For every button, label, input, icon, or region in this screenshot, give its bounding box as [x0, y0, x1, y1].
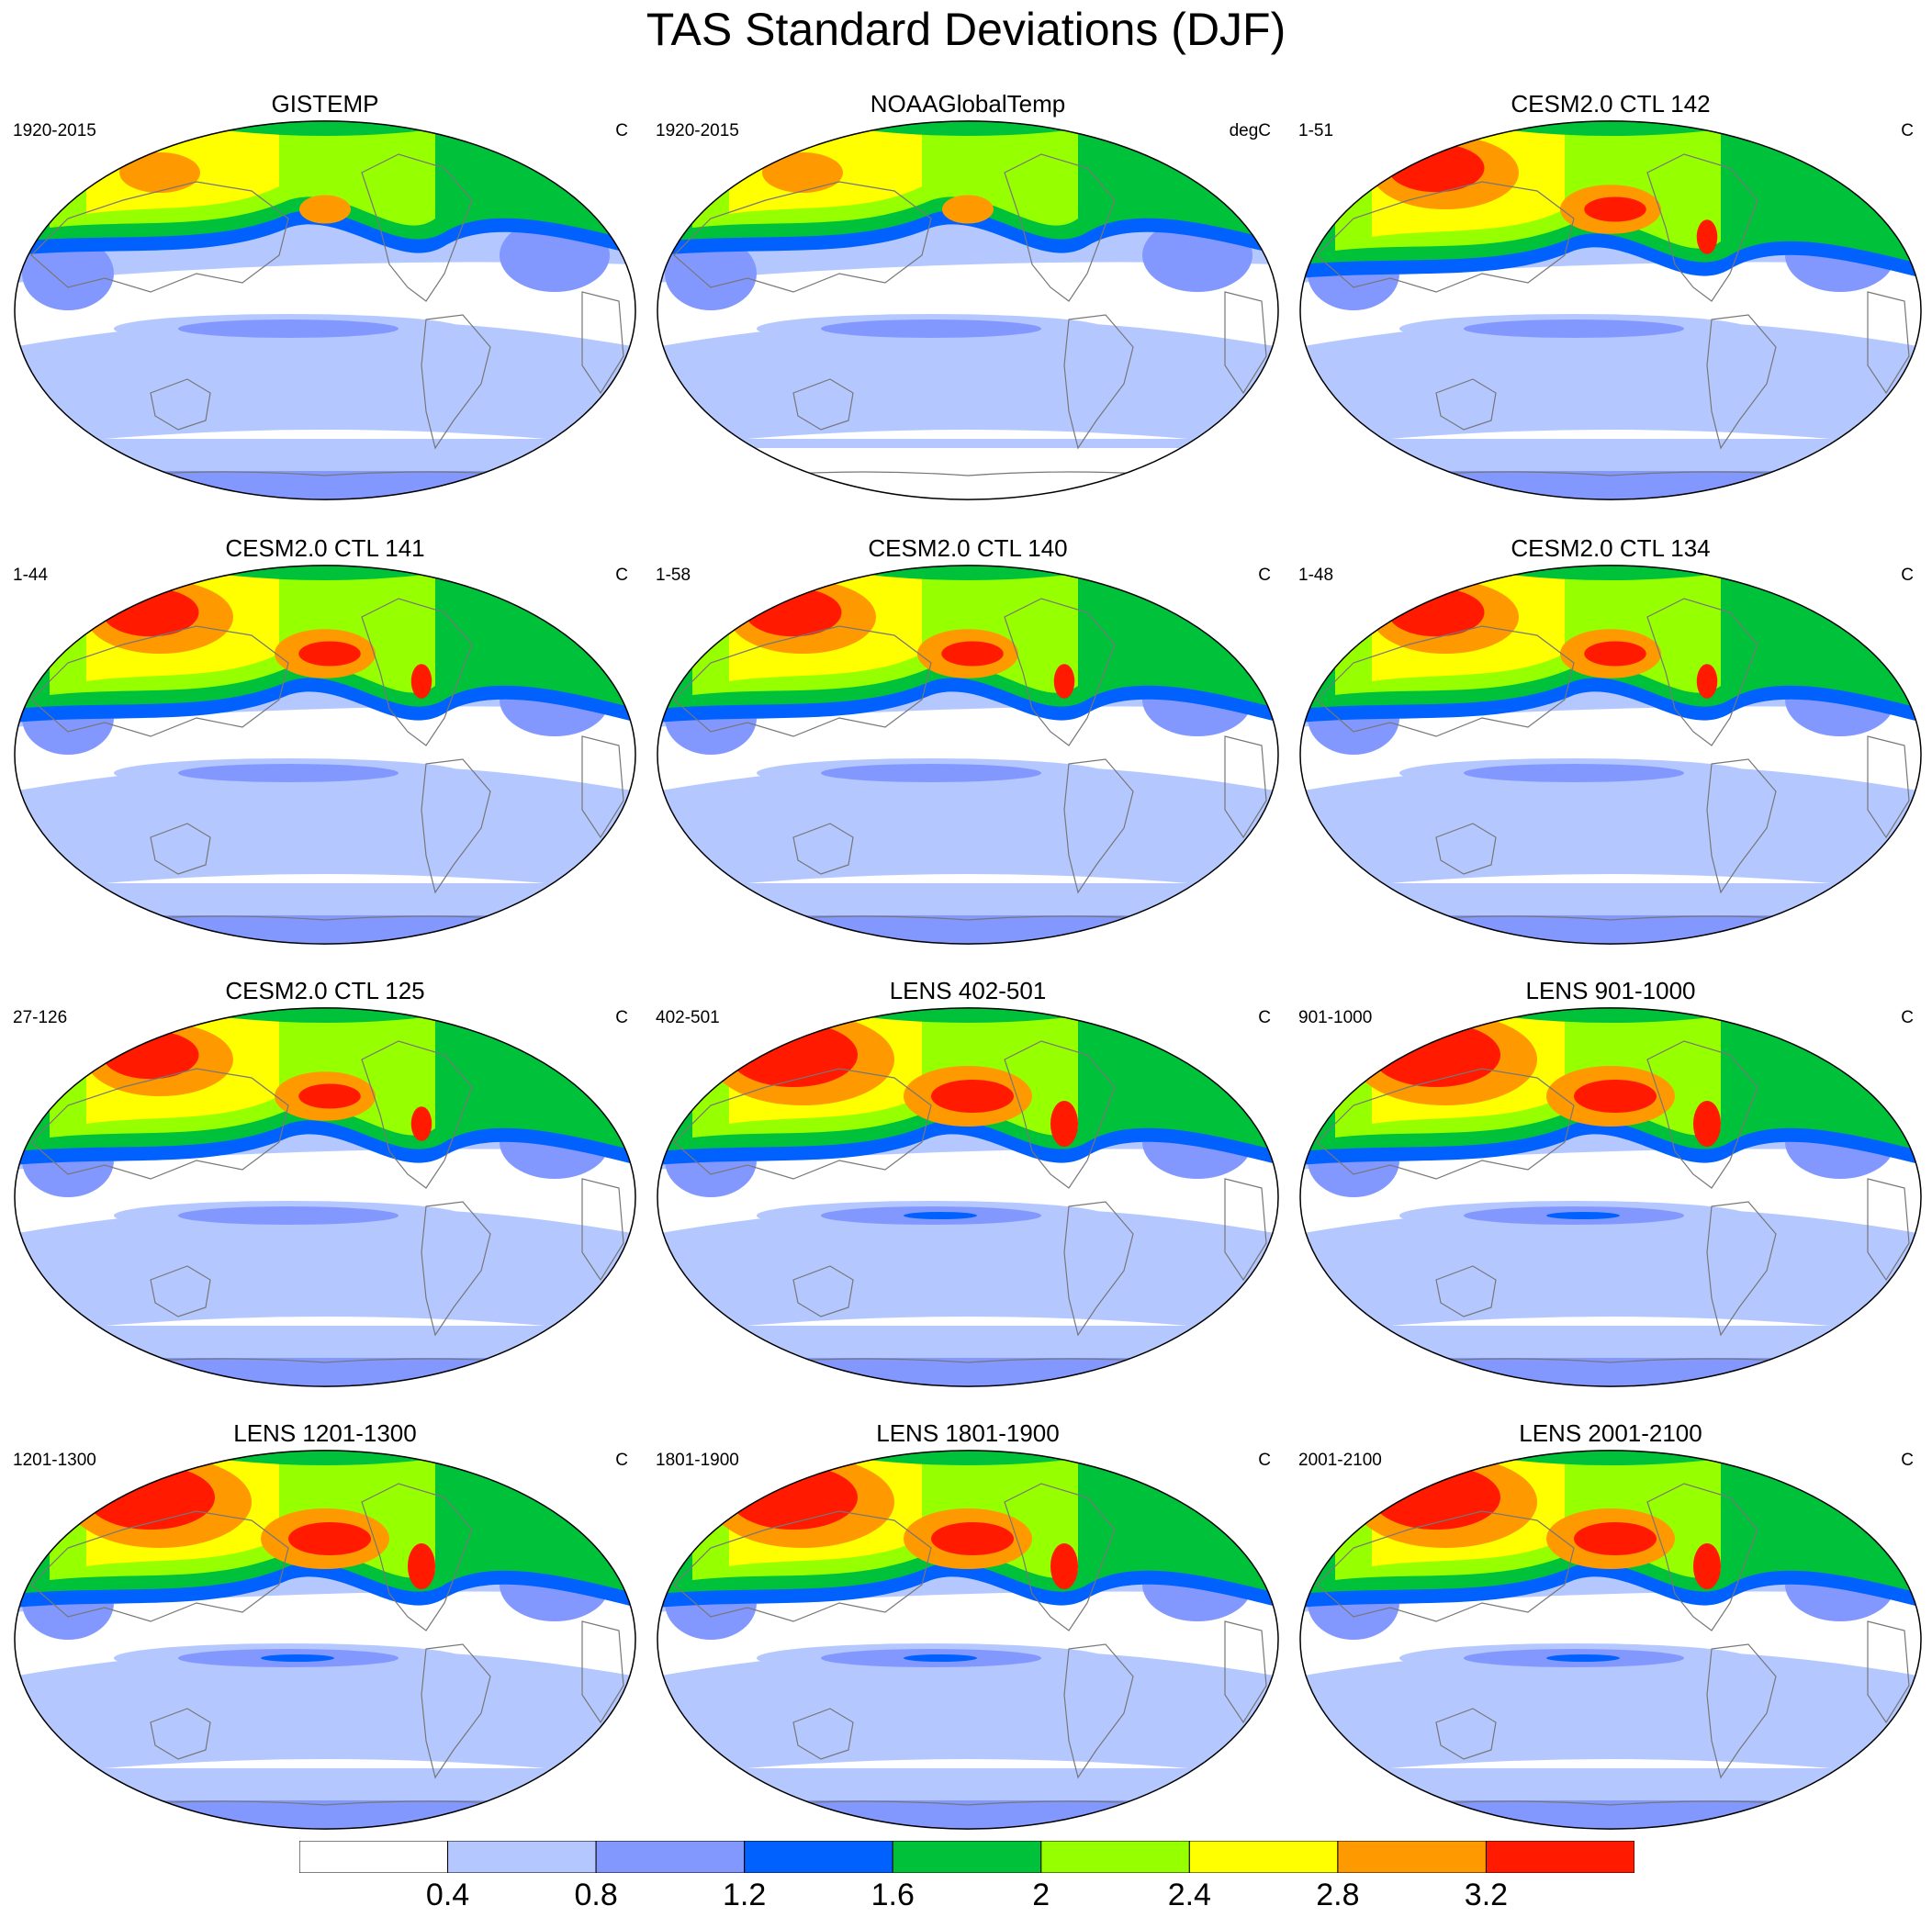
panel-units-label: C — [1258, 1008, 1271, 1027]
figure-title: TAS Standard Deviations (DJF) — [646, 4, 1286, 55]
colorbar-swatch — [447, 1841, 597, 1873]
panel-title: LENS 901-1000 — [1525, 977, 1696, 1004]
panel-units-label: C — [1258, 1451, 1271, 1470]
map-panel: LENS 1201-1300 1201-1300 C — [4, 1419, 646, 1851]
robinson-map — [1299, 565, 1922, 945]
panel-units-label: C — [615, 566, 628, 585]
panel-units-label: C — [615, 1451, 628, 1470]
panel-period-label: 1920-2015 — [13, 121, 96, 140]
panel-period-label: 1-51 — [1298, 121, 1334, 140]
panel-title: CESM2.0 CTL 141 — [225, 534, 425, 562]
colorbar-swatch — [1188, 1841, 1339, 1873]
panel-units-label: C — [1901, 121, 1914, 140]
panel-period-label: 1-58 — [656, 566, 691, 585]
map-field — [1299, 120, 1921, 500]
robinson-map — [14, 120, 636, 500]
map-field — [1299, 1450, 1921, 1830]
map-panel: LENS 402-501 402-501 C — [646, 977, 1289, 1408]
colorbar-swatch — [299, 1841, 449, 1873]
map-field — [657, 565, 1278, 945]
map-panel: CESM2.0 CTL 141 1-44 C — [4, 534, 646, 966]
colorbar-tick-label: 3.2 — [1464, 1878, 1509, 1912]
colorbar-swatch — [595, 1841, 746, 1873]
robinson-map — [1299, 120, 1922, 500]
panel-title: LENS 1801-1900 — [876, 1419, 1060, 1447]
map-panels-grid: GISTEMP 1920-2015 C NOAAGlobalTemp 1920-2015… — [4, 90, 1932, 1830]
panel-title: CESM2.0 CTL 125 — [225, 977, 425, 1004]
colorbar-tick-label: 2.8 — [1316, 1878, 1360, 1912]
robinson-map — [657, 565, 1279, 945]
robinson-map — [14, 565, 636, 945]
map-panel: CESM2.0 CTL 142 1-51 C — [1289, 90, 1932, 521]
panel-title: CESM2.0 CTL 140 — [868, 534, 1068, 562]
map-panel: CESM2.0 CTL 125 27-126 C — [4, 977, 646, 1408]
panel-units-label: C — [615, 121, 628, 140]
panel-units-label: degC — [1229, 121, 1271, 140]
map-panel: CESM2.0 CTL 134 1-48 C — [1289, 534, 1932, 966]
colorbar-swatch — [744, 1841, 893, 1873]
map-field — [657, 120, 1278, 500]
panel-title: LENS 1201-1300 — [233, 1419, 417, 1447]
map-panel: NOAAGlobalTemp 1920-2015 degC — [646, 90, 1289, 521]
colorbar-tick-label: 0.8 — [574, 1878, 618, 1912]
robinson-map — [1299, 1007, 1922, 1387]
panel-title: CESM2.0 CTL 142 — [1511, 90, 1711, 118]
panel-period-label: 1-44 — [13, 566, 49, 585]
panel-units-label: C — [1258, 566, 1271, 585]
map-panel: LENS 2001-2100 2001-2100 C — [1289, 1419, 1932, 1851]
colorbar-tick-label: 1.6 — [871, 1878, 915, 1912]
panel-period-label: 1201-1300 — [13, 1451, 96, 1470]
robinson-map — [14, 1450, 636, 1830]
panel-units-label: C — [1901, 566, 1914, 585]
map-field — [657, 1007, 1278, 1387]
robinson-map — [657, 1007, 1279, 1387]
map-panel: LENS 1801-1900 1801-1900 C — [646, 1419, 1289, 1851]
robinson-map — [14, 1007, 636, 1387]
panel-period-label: 1801-1900 — [656, 1451, 739, 1470]
panel-title: GISTEMP — [271, 90, 379, 118]
panel-title: CESM2.0 CTL 134 — [1511, 534, 1711, 562]
map-panel: LENS 901-1000 901-1000 C — [1289, 977, 1932, 1408]
panel-units-label: C — [615, 1008, 628, 1027]
panel-period-label: 1920-2015 — [656, 121, 739, 140]
colorbar-tick-label: 0.4 — [425, 1878, 470, 1912]
robinson-map — [1299, 1450, 1922, 1830]
robinson-map — [657, 120, 1279, 500]
panel-period-label: 2001-2100 — [1298, 1451, 1382, 1470]
panel-title: LENS 2001-2100 — [1519, 1419, 1702, 1447]
colorbar-swatch — [1040, 1841, 1190, 1873]
panel-units-label: C — [1901, 1451, 1914, 1470]
panel-title: NOAAGlobalTemp — [870, 90, 1066, 118]
colorbar-swatch — [1485, 1841, 1634, 1873]
robinson-map — [657, 1450, 1279, 1830]
panel-period-label: 901-1000 — [1298, 1008, 1373, 1027]
panel-title: LENS 402-501 — [889, 977, 1047, 1004]
panel-period-label: 402-501 — [656, 1008, 720, 1027]
colorbar — [299, 1841, 1634, 1873]
colorbar-tick-label: 1.2 — [723, 1878, 767, 1912]
map-panel: CESM2.0 CTL 140 1-58 C — [646, 534, 1289, 966]
colorbar-tick-label: 2.4 — [1167, 1878, 1211, 1912]
colorbar-swatch — [892, 1841, 1042, 1873]
map-panel: GISTEMP 1920-2015 C — [4, 90, 646, 521]
panel-units-label: C — [1901, 1008, 1914, 1027]
colorbar-swatch — [1337, 1841, 1487, 1873]
panel-period-label: 27-126 — [13, 1008, 68, 1027]
colorbar-tick-label: 2 — [1032, 1878, 1050, 1912]
colorbar-labels: 0.4 0.8 1.2 1.6 2 2.4 2.8 3.2 — [0, 1877, 1932, 1913]
panel-period-label: 1-48 — [1298, 566, 1334, 585]
